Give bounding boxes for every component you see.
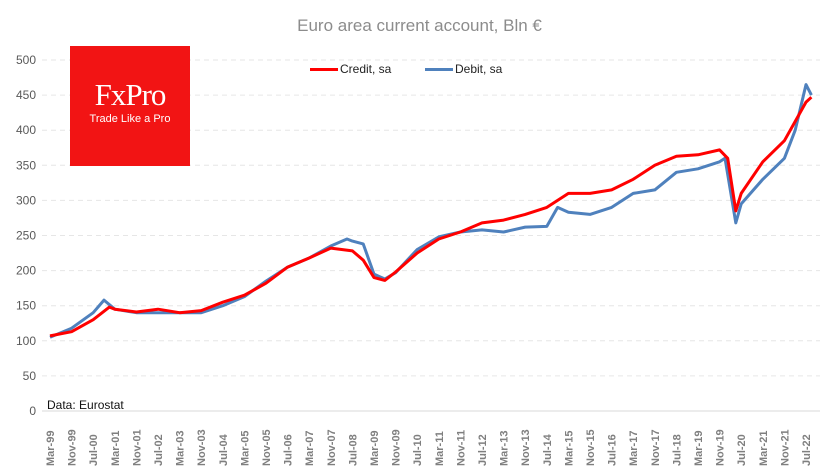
- y-tick-label: 50: [23, 369, 37, 383]
- y-tick-label: 400: [16, 123, 36, 137]
- x-tick-label: Jul-12: [477, 434, 489, 466]
- y-tick-label: 500: [16, 53, 36, 67]
- x-tick-label: Jul-18: [671, 434, 683, 466]
- x-tick-label: Mar-13: [499, 431, 511, 466]
- legend-swatch-debit: [425, 67, 453, 71]
- x-tick-label: Nov-19: [715, 429, 727, 466]
- y-tick-label: 100: [16, 334, 36, 348]
- x-tick-label: Mar-01: [110, 431, 122, 466]
- x-tick-label: Mar-07: [304, 431, 316, 466]
- x-axis-ticks: Mar-99 Nov-99 Jul-00 Mar-01 Nov-01 Jul-02 Mar-…: [45, 429, 813, 466]
- legend-label-credit: Credit, sa: [340, 62, 392, 76]
- legend-item-credit: Credit, sa: [310, 62, 391, 76]
- x-tick-label: Jul-20: [736, 434, 748, 466]
- legend-label-debit: Debit, sa: [455, 62, 503, 76]
- legend-item-debit: Debit, sa: [425, 62, 502, 76]
- x-tick-label: Nov-15: [585, 429, 597, 466]
- x-tick-label: Nov-09: [391, 429, 403, 466]
- y-tick-label: 300: [16, 193, 36, 207]
- fxpro-logo: FxPro Trade Like a Pro: [70, 46, 190, 166]
- y-tick-label: 350: [16, 158, 36, 172]
- x-tick-label: Nov-01: [131, 429, 143, 466]
- y-tick-label: 250: [16, 229, 36, 243]
- x-tick-label: Mar-05: [239, 431, 251, 466]
- x-tick-label: Jul-16: [607, 434, 619, 466]
- x-tick-label: Nov-13: [520, 429, 532, 466]
- x-tick-label: Mar-19: [693, 431, 705, 466]
- series-lines: [49, 83, 813, 339]
- x-tick-label: Nov-05: [261, 429, 273, 466]
- x-tick-label: Mar-03: [175, 431, 187, 466]
- x-tick-label: Mar-21: [758, 431, 770, 466]
- x-tick-label: Jul-04: [218, 433, 230, 466]
- source-note: Data: Eurostat: [47, 398, 124, 412]
- x-tick-label: Jul-14: [542, 433, 554, 466]
- x-tick-label: Jul-00: [88, 434, 100, 466]
- logo-brand: FxPro: [94, 77, 167, 112]
- x-tick-label: Mar-09: [369, 431, 381, 466]
- x-tick-label: Nov-17: [650, 429, 662, 466]
- y-tick-label: 200: [16, 264, 36, 278]
- x-tick-label: Mar-15: [563, 431, 575, 466]
- y-tick-label: 0: [29, 404, 36, 418]
- x-tick-label: Mar-17: [628, 431, 640, 466]
- x-tick-label: Nov-07: [326, 429, 338, 466]
- logo-tagline: Trade Like a Pro: [89, 113, 171, 125]
- x-tick-label: Nov-03: [196, 429, 208, 466]
- x-tick-label: Nov-21: [779, 429, 791, 466]
- x-tick-label: Jul-22: [801, 434, 813, 466]
- legend-swatch-credit: [310, 67, 338, 71]
- x-tick-label: Nov-99: [67, 429, 79, 466]
- x-tick-label: Jul-10: [412, 434, 424, 466]
- x-tick-label: Jul-08: [347, 434, 359, 466]
- x-tick-label: Mar-11: [434, 431, 446, 466]
- x-tick-label: Mar-99: [45, 431, 57, 466]
- chart-title: Euro area current account, Bln €: [297, 16, 542, 35]
- x-tick-label: Jul-02: [153, 434, 165, 466]
- y-tick-label: 450: [16, 88, 36, 102]
- x-tick-label: Jul-06: [283, 434, 295, 466]
- y-tick-label: 150: [16, 299, 36, 313]
- credit-series-line: [49, 96, 813, 338]
- y-axis-ticks: 0 50 100 150 200 250 300 350 400 450 500: [16, 53, 36, 418]
- x-tick-label: Nov-11: [455, 430, 467, 466]
